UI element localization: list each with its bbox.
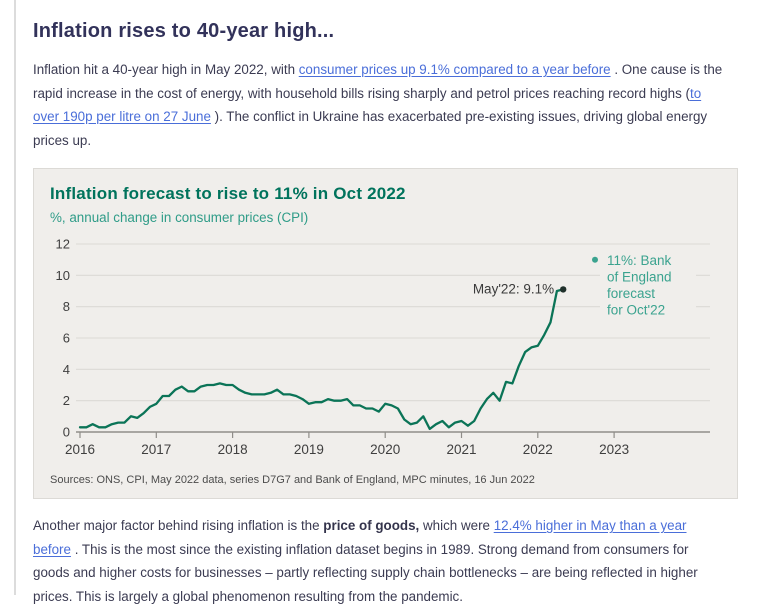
intro-text-pre: Inflation hit a 40-year high in May 2022… bbox=[33, 62, 299, 77]
may22-point-label: May'22: 9.1% bbox=[473, 281, 554, 296]
link-consumer-prices[interactable]: consumer prices up 9.1% compared to a ye… bbox=[298, 62, 611, 77]
goods-paragraph: Another major factor behind rising infla… bbox=[33, 514, 725, 608]
intro-text-mid: . One cause is the rapid increase in the… bbox=[33, 62, 723, 101]
forecast-point-marker bbox=[592, 256, 598, 263]
x-tick-label-2022: 2022 bbox=[523, 442, 553, 457]
y-tick-label-6: 6 bbox=[63, 331, 70, 346]
goods-bold: price of goods, bbox=[323, 518, 420, 533]
page-title: Inflation rises to 40-year high... bbox=[33, 20, 335, 42]
goods-text-post: . This is the most since the existing in… bbox=[33, 541, 698, 604]
chart-subtitle: %, annual change in consumer prices (CPI… bbox=[50, 210, 309, 225]
x-tick-label-2021: 2021 bbox=[446, 442, 476, 457]
intro-text-post: ). The conflict in Ukraine has exacerbat… bbox=[33, 109, 708, 148]
article-content: Inflation rises to 40-year high... Infla… bbox=[33, 0, 738, 608]
link-goods-prices[interactable]: 12.4% higher in May than a year before bbox=[33, 518, 687, 557]
forecast-note-line-3: for Oct'22 bbox=[607, 303, 665, 318]
left-margin-rule bbox=[14, 0, 16, 595]
x-tick-label-2023: 2023 bbox=[599, 442, 629, 457]
chart-title: Inflation forecast to rise to 11% in Oct… bbox=[50, 184, 406, 203]
cpi-series-line bbox=[78, 288, 565, 431]
goods-text-mid: which were bbox=[419, 518, 494, 533]
cpi-line-chart: 0 2 4 6 8 10 12 2016 2017 2018 2019 2020 2021 2022 202… bbox=[50, 235, 721, 472]
forecast-note-line-1: of England bbox=[607, 270, 672, 285]
x-tick-label-2020: 2020 bbox=[370, 442, 400, 457]
x-tick-label-2016: 2016 bbox=[65, 442, 95, 457]
goods-text-pre: Another major factor behind rising infla… bbox=[33, 518, 324, 533]
y-tick-label-12: 12 bbox=[56, 237, 70, 252]
x-tick-label-2019: 2019 bbox=[294, 442, 324, 457]
may22-point-marker bbox=[560, 286, 567, 293]
y-tick-label-2: 2 bbox=[63, 393, 70, 408]
y-tick-label-8: 8 bbox=[63, 299, 70, 314]
cpi-line-chart-svg: 0 2 4 6 8 10 12 2016 2017 2018 2019 2020 2021 2022 202… bbox=[56, 237, 710, 457]
forecast-note-line-2: forecast bbox=[607, 286, 655, 301]
x-tick-label-2017: 2017 bbox=[141, 442, 171, 457]
inflation-chart-panel: Inflation forecast to rise to 11% in Oct… bbox=[33, 168, 738, 499]
y-tick-label-4: 4 bbox=[63, 362, 70, 377]
y-tick-label-10: 10 bbox=[56, 268, 70, 283]
x-tick-label-2018: 2018 bbox=[218, 442, 248, 457]
chart-source-note: Sources: ONS, CPI, May 2022 data, series… bbox=[50, 474, 535, 486]
link-petrol-prices[interactable]: to over 190p per litre on 27 June bbox=[33, 85, 702, 125]
forecast-note-backdrop bbox=[600, 249, 696, 321]
intro-paragraph: Inflation hit a 40-year high in May 2022… bbox=[33, 58, 725, 152]
forecast-note-line-0: 11%: Bank bbox=[607, 253, 672, 268]
y-tick-label-0: 0 bbox=[63, 425, 70, 440]
